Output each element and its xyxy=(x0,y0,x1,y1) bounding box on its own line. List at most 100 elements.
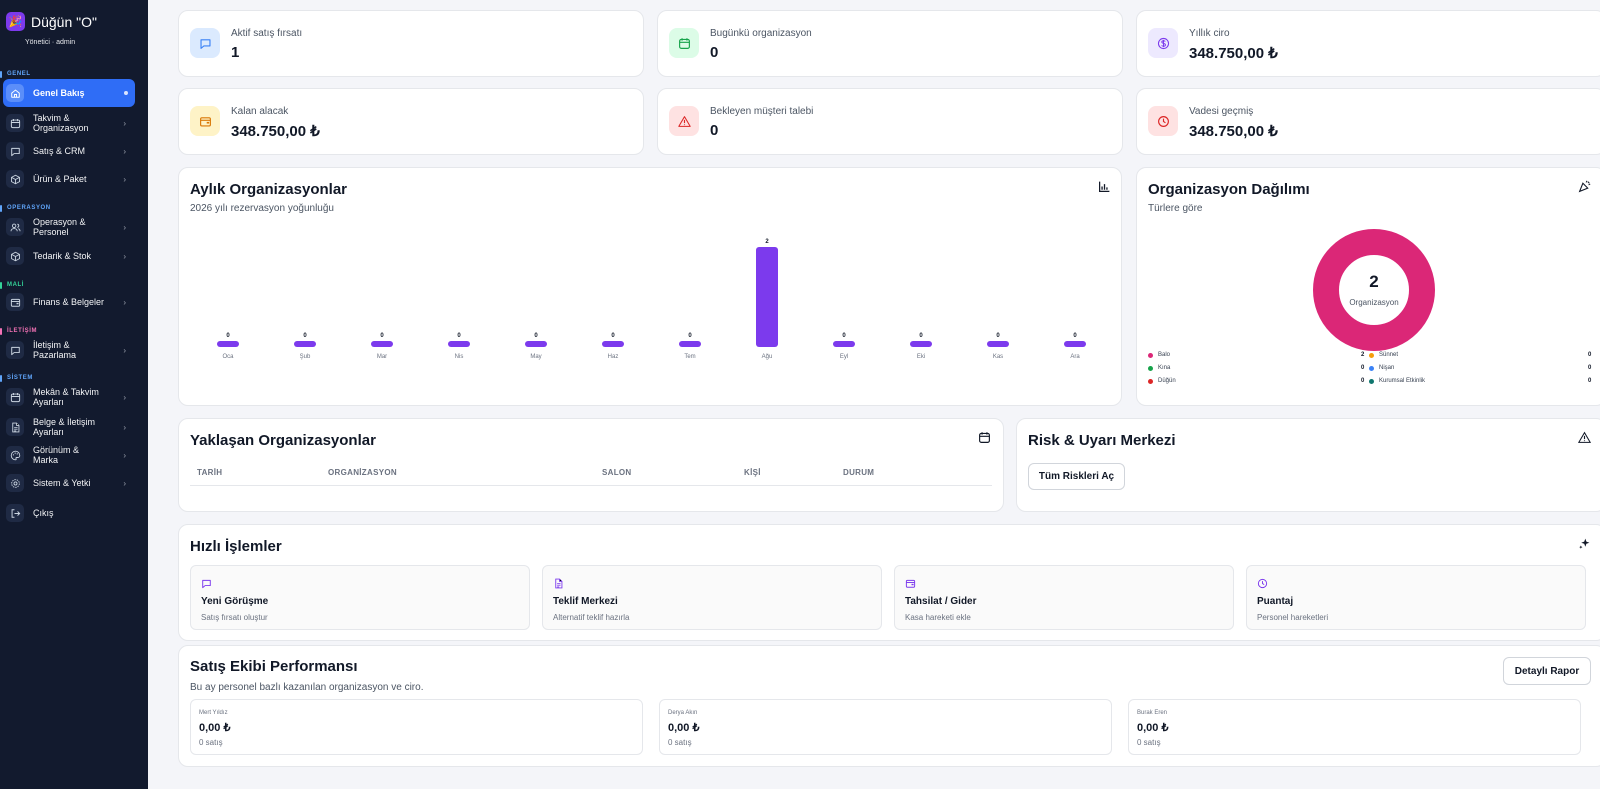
legend-count: 0 xyxy=(1588,365,1592,371)
bar-Nis xyxy=(448,341,470,347)
sidebar-item-5[interactable]: Tedarik & Stok › xyxy=(3,244,135,268)
calendar-icon xyxy=(6,388,24,406)
column-header[interactable]: DURUM xyxy=(843,468,875,477)
sidebar-item-8[interactable]: Mekân & Takvim Ayarları › xyxy=(3,384,135,410)
sidebar-item-label: Belge & İletişim Ayarları xyxy=(33,417,96,437)
detailed-report-button[interactable]: Detaylı Rapor xyxy=(1503,657,1591,685)
sidebar-item-label: Takvim & Organizasyon xyxy=(33,113,89,133)
sidebar-item-10[interactable]: Görünüm & Marka › xyxy=(3,443,135,467)
member-amount: 0,00 ₺ xyxy=(668,722,700,734)
chevron-right-icon: › xyxy=(123,174,126,184)
active-indicator xyxy=(124,91,128,95)
donut-total-label: Organizasyon xyxy=(1349,298,1399,307)
brand-name: Düğün "O" xyxy=(31,13,97,30)
quick-action-title: Teklif Merkezi xyxy=(553,596,618,607)
quick-action-1[interactable]: Teklif Merkezi Alternatif teklif hazırla xyxy=(542,565,882,630)
party-icon: 🎉 xyxy=(6,12,25,31)
sidebar-item-1[interactable]: Takvim & Organizasyon › xyxy=(3,110,135,136)
quick-actions-title: Hızlı İşlemler xyxy=(190,538,282,555)
stat-card-1: Bugünkü organizasyon 0 xyxy=(657,10,1123,77)
bar-value-label: 0 xyxy=(226,333,230,339)
bar-value-label: 0 xyxy=(611,333,615,339)
column-header[interactable]: KİŞİ xyxy=(744,468,761,477)
column-header[interactable]: TARİH xyxy=(197,468,223,477)
x-tick-label: Kas xyxy=(993,354,1003,360)
legend-swatch xyxy=(1148,378,1153,384)
palette-icon xyxy=(6,446,24,464)
stat-card-3: Kalan alacak 348.750,00 ₺ xyxy=(178,88,644,155)
upcoming-title: Yaklaşan Organizasyonlar xyxy=(190,432,376,449)
bar-chart-icon xyxy=(1099,181,1110,192)
member-name: Mert Yıldız xyxy=(199,710,228,716)
bar-value-label: 2 xyxy=(765,239,769,245)
clock-icon xyxy=(1257,576,1268,594)
legend-count: 0 xyxy=(1361,365,1365,371)
distribution-card: Organizasyon Dağılımı Türlere göre 2 Org… xyxy=(1136,167,1600,406)
legend-item: Sünnet xyxy=(1369,352,1398,358)
sidebar-item-12[interactable]: Çıkış xyxy=(3,501,135,525)
quick-action-title: Yeni Görüşme xyxy=(201,596,269,607)
stat-label: Aktif satış fırsatı xyxy=(231,28,303,39)
bar-Oca xyxy=(217,341,239,347)
quick-action-subtitle: Alternatif teklif hazırla xyxy=(553,613,630,622)
sidebar-section-0: GENEL xyxy=(0,70,31,79)
sidebar-item-4[interactable]: Operasyon & Personel › xyxy=(3,214,135,240)
bar-Haz xyxy=(602,341,624,347)
column-header[interactable]: SALON xyxy=(602,468,632,477)
calendar-icon xyxy=(6,114,24,132)
stat-value: 0 xyxy=(710,44,719,61)
sidebar-section-4: SİSTEM xyxy=(0,374,33,383)
quick-action-3[interactable]: Puantaj Personel hareketleri xyxy=(1246,565,1586,630)
sidebar-item-label: Genel Bakış xyxy=(33,88,85,98)
column-header[interactable]: ORGANİZASYON xyxy=(328,468,397,477)
stat-card-4: Bekleyen müşteri talebi 0 xyxy=(657,88,1123,155)
sales-team-card: Satış Ekibi Performansı Bu ay personel b… xyxy=(178,645,1600,767)
x-tick-label: Mar xyxy=(377,354,387,360)
bar-value-label: 0 xyxy=(842,333,846,339)
chat-icon xyxy=(6,341,24,359)
member-amount: 0,00 ₺ xyxy=(199,722,231,734)
sidebar-item-11[interactable]: Sistem & Yetki › xyxy=(3,471,135,495)
sparkle-icon xyxy=(1579,538,1590,549)
stat-card-2: Yıllık ciro 348.750,00 ₺ xyxy=(1136,10,1600,77)
warning-icon xyxy=(669,106,699,136)
sidebar-item-9[interactable]: Belge & İletişim Ayarları › xyxy=(3,414,135,440)
sidebar-item-label: Çıkış xyxy=(33,508,54,518)
chevron-right-icon: › xyxy=(123,297,126,307)
chevron-right-icon: › xyxy=(123,450,126,460)
sidebar-item-3[interactable]: Ürün & Paket › xyxy=(3,167,135,191)
x-tick-label: Eki xyxy=(917,354,925,360)
member-amount: 0,00 ₺ xyxy=(1137,722,1169,734)
gear-icon xyxy=(6,474,24,492)
member-name: Burak Eren xyxy=(1137,710,1168,716)
sidebar-item-6[interactable]: Finans & Belgeler › xyxy=(3,290,135,314)
dollar-icon xyxy=(1148,28,1178,58)
stat-card-5: Vadesi geçmiş 348.750,00 ₺ xyxy=(1136,88,1600,155)
stat-label: Kalan alacak xyxy=(231,106,289,117)
sidebar-item-0[interactable]: Genel Bakış xyxy=(3,79,135,107)
monthly-organizations-card: Aylık Organizasyonlar 2026 yılı rezervas… xyxy=(178,167,1122,406)
stat-label: Bekleyen müşteri talebi xyxy=(710,106,814,117)
quick-action-0[interactable]: Yeni Görüşme Satış fırsatı oluştur xyxy=(190,565,530,630)
sidebar-item-label: Ürün & Paket xyxy=(33,174,87,184)
bar-value-label: 0 xyxy=(996,333,1000,339)
quick-action-title: Puantaj xyxy=(1257,596,1294,607)
sales-team-title: Satış Ekibi Performansı xyxy=(190,658,358,675)
chevron-right-icon: › xyxy=(123,422,126,432)
monthly-bar-chart: 0 Oca 0 Şub 0 Mar 0 Nis 0 May 0 Haz 0 Tem 2 Ağu 0 Eyl 0 Eki… xyxy=(217,239,1086,360)
box-icon xyxy=(6,247,24,265)
chevron-right-icon: › xyxy=(123,146,126,156)
legend-item: Kurumsal Etkinlik xyxy=(1369,378,1425,384)
open-all-risks-button[interactable]: Tüm Riskleri Aç xyxy=(1028,463,1125,490)
sidebar-item-2[interactable]: Satış & CRM › xyxy=(3,139,135,163)
quick-action-subtitle: Satış fırsatı oluştur xyxy=(201,613,268,622)
bar-Mar xyxy=(371,341,393,347)
legend-swatch xyxy=(1148,352,1153,358)
wallet-icon xyxy=(190,106,220,136)
logout-icon xyxy=(6,504,24,522)
stat-label: Yıllık ciro xyxy=(1189,28,1230,39)
sidebar-item-7[interactable]: İletişim & Pazarlama › xyxy=(3,337,135,363)
quick-action-2[interactable]: Tahsilat / Gider Kasa hareketi ekle xyxy=(894,565,1234,630)
x-tick-label: Şub xyxy=(300,354,311,360)
quick-action-title: Tahsilat / Gider xyxy=(905,596,977,607)
